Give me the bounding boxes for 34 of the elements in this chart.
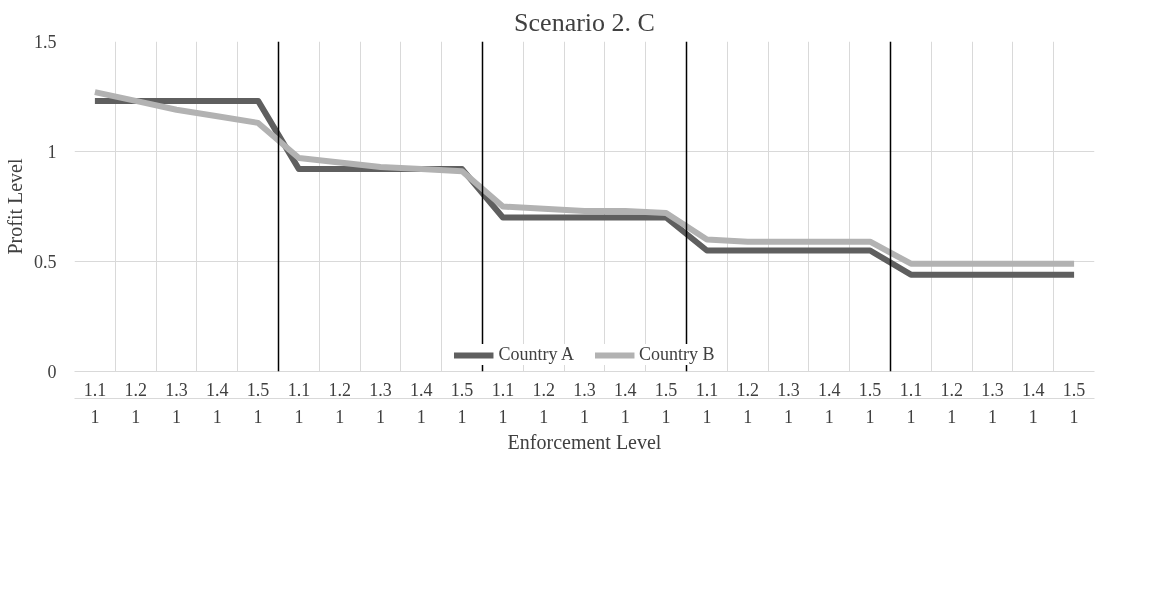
legend-label: Country B bbox=[639, 344, 715, 365]
category-label: 1.1 1 bbox=[695, 379, 719, 427]
legend-label: Country A bbox=[498, 344, 574, 365]
category-label: 1.3 1 bbox=[165, 379, 188, 427]
category-label: 1.5 1 bbox=[858, 379, 882, 427]
category-label: 1.3 1 bbox=[981, 379, 1004, 427]
category-label: 1.1 1 bbox=[83, 379, 107, 427]
y-tick-label: 1 bbox=[47, 142, 57, 162]
category-label: 1.2 1 bbox=[328, 379, 351, 427]
category-label: 1.2 1 bbox=[124, 379, 147, 427]
y-tick-label: 0 bbox=[47, 362, 57, 382]
x-axis-title: Enforcement Level bbox=[507, 430, 662, 453]
y-tick-label: 1.5 bbox=[34, 32, 57, 52]
chart-title: Scenario 2. C bbox=[514, 7, 655, 37]
category-label: 1.4 1 bbox=[614, 379, 637, 427]
category-label: 1.3 1 bbox=[369, 379, 392, 427]
category-label: 1.1 1 bbox=[491, 379, 515, 427]
category-label: 1.5 1 bbox=[450, 379, 474, 427]
category-label: 1.3 1 bbox=[777, 379, 800, 427]
category-label: 1.2 1 bbox=[940, 379, 963, 427]
y-axis-title: Profit Level bbox=[4, 158, 26, 255]
category-label: 1.5 1 bbox=[1062, 379, 1086, 427]
category-label: 1.1 1 bbox=[287, 379, 311, 427]
category-label: 1.5 1 bbox=[654, 379, 678, 427]
y-tick-label: 0.5 bbox=[34, 252, 57, 272]
category-label: 1.3 1 bbox=[573, 379, 596, 427]
category-label: 1.4 1 bbox=[818, 379, 841, 427]
category-label: 1.4 1 bbox=[410, 379, 433, 427]
category-label: 1.1 1 bbox=[899, 379, 923, 427]
category-label: 1.4 1 bbox=[206, 379, 229, 427]
category-label: 1.2 1 bbox=[532, 379, 555, 427]
category-label: 1.2 1 bbox=[736, 379, 759, 427]
category-label: 1.5 1 bbox=[246, 379, 270, 427]
category-label: 1.4 1 bbox=[1022, 379, 1045, 427]
